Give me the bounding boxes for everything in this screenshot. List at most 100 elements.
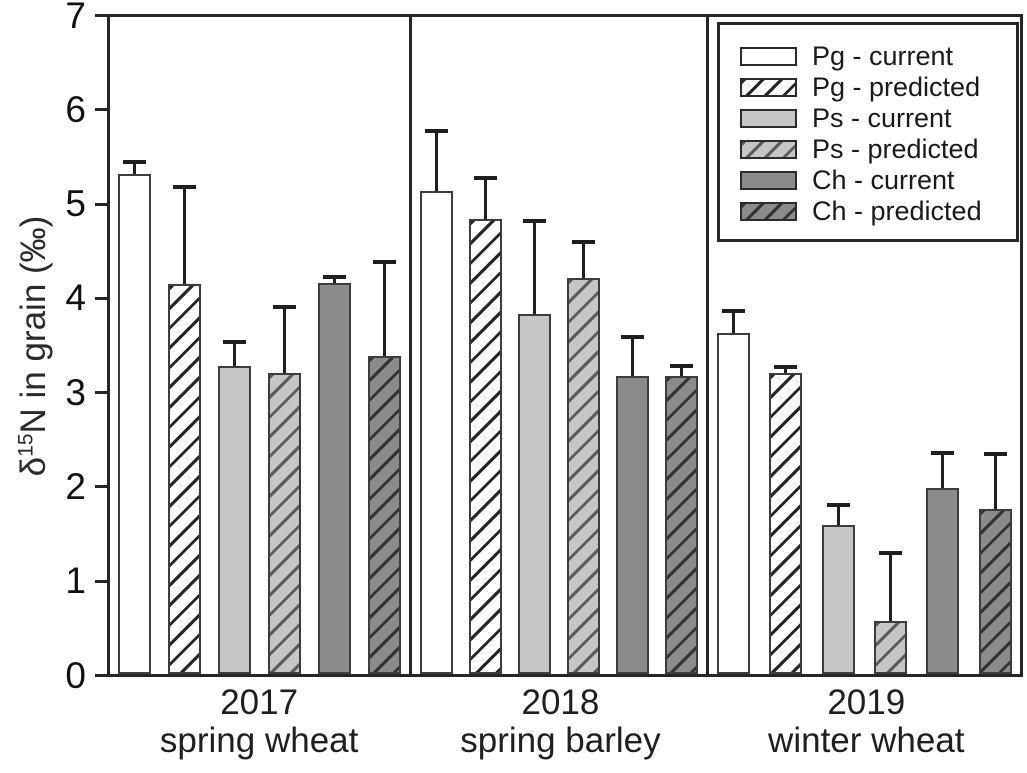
legend-swatch-pg-predicted — [740, 78, 797, 97]
bar-ch-current-2017 — [318, 283, 352, 674]
bar-pg-current-2018 — [420, 191, 454, 674]
panel-2018 — [412, 17, 709, 674]
legend-swatch-ch-current — [740, 171, 797, 190]
y-axis-title: δ15N in grain (‰) — [14, 106, 58, 586]
bar-ps-current-2017 — [218, 366, 252, 674]
error-bar-ps-current-2017 — [233, 343, 237, 366]
y-axis-title-superscript: 15 — [14, 433, 38, 457]
group-label-2017: 2017 spring wheat — [107, 684, 411, 760]
bar-slot-ch-predicted-2017 — [368, 17, 402, 674]
error-bar-pg-predicted-2018 — [484, 179, 488, 219]
y-tick-label-1: 1 — [65, 560, 86, 602]
error-bar-cap-ch-current-2019 — [931, 451, 955, 455]
plot-area: Pg - current Pg - predicted Ps - current Ps… — [107, 14, 1023, 677]
bar-slot-pg-current-2017 — [118, 17, 151, 674]
error-bar-cap-ps-current-2019 — [826, 503, 850, 507]
bar-ch-current-2019 — [926, 488, 960, 674]
bar-pg-predicted-2019 — [769, 373, 803, 674]
legend-row-ch-current: Ch - current — [740, 165, 1010, 196]
y-tick-label-5: 5 — [65, 183, 86, 225]
error-bar-cap-ps-predicted-2018 — [571, 240, 595, 244]
error-bar-ps-current-2019 — [836, 506, 840, 525]
error-bar-cap-pg-predicted-2019 — [774, 365, 798, 369]
y-tick-mark-1 — [95, 579, 107, 583]
bar-slot-pg-predicted-2019 — [769, 17, 803, 674]
bar-ps-predicted-2018 — [566, 278, 600, 674]
group-crop-2018: spring barley — [460, 721, 661, 760]
error-bar-cap-ps-predicted-2019 — [879, 551, 903, 555]
error-bar-cap-pg-current-2018 — [425, 129, 449, 133]
panel-2019 — [709, 17, 1020, 674]
bar-slot-ps-predicted-2017 — [268, 17, 302, 674]
y-tick-mark-0 — [95, 674, 107, 677]
legend-label-ps-current: Ps - current — [812, 103, 952, 133]
error-bar-cap-ch-predicted-2019 — [983, 452, 1007, 456]
legend-row-ps-current: Ps - current — [740, 103, 1010, 134]
group-year-2017: 2017 — [220, 683, 299, 722]
group-label-2018: 2018 spring barley — [411, 684, 709, 760]
bar-ch-current-2018 — [615, 376, 649, 674]
bar-slot-ch-current-2017 — [318, 17, 352, 674]
error-bar-ch-predicted-2017 — [383, 263, 387, 356]
legend-label-pg-current: Pg - current — [812, 41, 954, 71]
bar-ps-predicted-2019 — [874, 621, 908, 674]
legend-swatch-ch-predicted — [740, 202, 797, 221]
legend-swatch-ps-current — [740, 109, 797, 128]
y-tick-mark-2 — [95, 485, 107, 489]
bar-ps-predicted-2017 — [268, 373, 302, 674]
legend-label-ch-current: Ch - current — [812, 165, 955, 195]
legend-label-pg-predicted: Pg - predicted — [812, 72, 981, 102]
error-bar-cap-pg-predicted-2018 — [474, 176, 498, 180]
error-bar-cap-ps-current-2018 — [523, 219, 547, 223]
error-bar-ch-predicted-2018 — [679, 367, 683, 376]
y-tick-label-4: 4 — [65, 277, 86, 319]
error-bar-cap-ch-current-2018 — [620, 335, 644, 339]
y-tick-label-3: 3 — [65, 371, 86, 413]
legend-swatch-pg-current — [740, 47, 797, 66]
error-bar-pg-predicted-2017 — [183, 188, 187, 284]
bar-pg-predicted-2017 — [168, 284, 202, 674]
y-tick-mark-3 — [95, 391, 107, 395]
error-bar-ch-current-2019 — [941, 454, 945, 488]
error-bar-ps-predicted-2019 — [889, 554, 893, 621]
group-label-2019: 2019 winter wheat — [710, 684, 1023, 760]
x-axis-group-labels: 2017 spring wheat 2018 spring barley 2019 win… — [107, 684, 1023, 760]
group-year-2018: 2018 — [521, 683, 600, 722]
legend-row-ch-predicted: Ch - predicted — [740, 196, 1010, 227]
legend-swatch-ps-predicted — [740, 140, 797, 159]
y-tick-label-2: 2 — [65, 465, 86, 507]
bar-slot-ch-current-2019 — [926, 17, 960, 674]
legend: Pg - current Pg - predicted Ps - current Ps… — [717, 22, 1019, 242]
bar-pg-current-2019 — [716, 333, 750, 674]
error-bar-cap-pg-current-2017 — [123, 160, 146, 164]
bar-slot-pg-current-2018 — [420, 17, 454, 674]
y-tick-label-0: 0 — [65, 654, 86, 696]
bar-ps-current-2019 — [821, 525, 855, 674]
error-bar-cap-ch-predicted-2018 — [669, 364, 693, 368]
error-bar-ch-current-2017 — [333, 278, 337, 283]
bar-slot-ps-current-2017 — [218, 17, 252, 674]
y-tick-mark-5 — [95, 202, 107, 206]
error-bar-ch-current-2018 — [630, 338, 634, 376]
bar-slot-ps-predicted-2018 — [566, 17, 600, 674]
bar-pg-predicted-2018 — [469, 219, 503, 674]
error-bar-pg-current-2018 — [435, 132, 439, 191]
legend-row-pg-predicted: Pg - predicted — [740, 72, 1010, 103]
error-bar-cap-ps-current-2017 — [223, 340, 247, 344]
error-bar-cap-pg-predicted-2017 — [173, 185, 197, 189]
error-bar-pg-predicted-2019 — [784, 368, 788, 373]
error-bar-cap-ch-current-2017 — [323, 275, 347, 279]
bar-slot-pg-predicted-2018 — [469, 17, 503, 674]
y-tick-mark-7 — [95, 14, 107, 17]
legend-label-ch-predicted: Ch - predicted — [812, 196, 982, 226]
panel-2017 — [110, 17, 413, 674]
error-bar-ch-predicted-2019 — [993, 455, 997, 509]
bar-slot-pg-current-2019 — [716, 17, 750, 674]
bar-slot-ps-current-2019 — [821, 17, 855, 674]
error-bar-cap-ps-predicted-2017 — [273, 305, 297, 309]
error-bar-cap-ch-predicted-2017 — [373, 260, 397, 264]
legend-row-ps-predicted: Ps - predicted — [740, 134, 1010, 165]
bar-slot-ch-current-2018 — [615, 17, 649, 674]
error-bar-ps-predicted-2017 — [283, 308, 287, 373]
error-bar-ps-current-2018 — [533, 222, 537, 314]
